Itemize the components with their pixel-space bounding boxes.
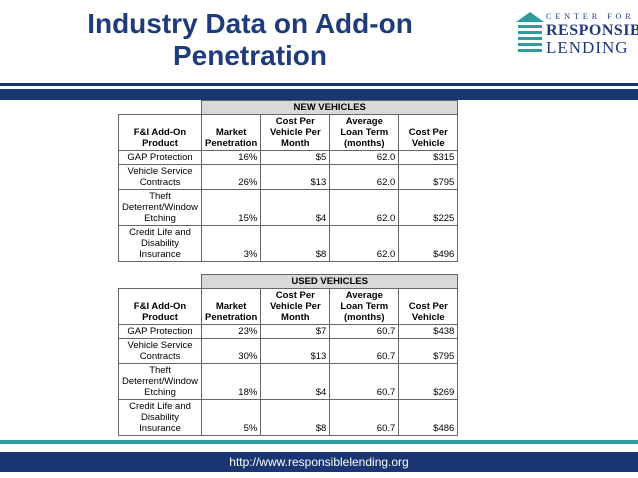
penetration-cell: 18% (201, 363, 262, 400)
term-cell: 60.7 (329, 338, 400, 364)
footer-band (0, 452, 638, 472)
penetration-cell: 26% (201, 164, 262, 190)
logo-line-3: LENDING (546, 38, 629, 57)
title-line-2: Penetration (172, 40, 328, 71)
cost-vehicle-cell: $438 (398, 324, 459, 339)
term-cell: 60.7 (329, 324, 400, 339)
cost-month-cell: $13 (260, 164, 331, 190)
term-cell: 62.0 (329, 150, 400, 165)
column-header: Market Penetration (201, 114, 262, 151)
table-row: Vehicle Service Contracts 26% $13 62.0 $… (117, 164, 459, 190)
cost-month-cell: $8 (260, 225, 331, 262)
penetration-cell: 3% (201, 225, 262, 262)
penetration-cell: 16% (201, 150, 262, 165)
header-rule-thick (0, 89, 638, 100)
footer-rule-teal (0, 440, 638, 444)
column-header: F&I Add-On Product (117, 114, 203, 151)
column-header: Cost Per Vehicle (398, 114, 459, 151)
column-header: Cost Per Vehicle Per Month (260, 114, 331, 151)
product-cell: GAP Protection (117, 324, 203, 339)
table-row: GAP Protection 23% $7 60.7 $438 (117, 324, 459, 339)
column-header: Cost Per Vehicle Per Month (260, 288, 331, 325)
column-header: Market Penetration (201, 288, 262, 325)
cost-vehicle-cell: $269 (398, 363, 459, 400)
penetration-cell: 15% (201, 189, 262, 226)
penetration-cell: 30% (201, 338, 262, 364)
footer-url[interactable]: http://www.responsiblelending.org (229, 455, 409, 469)
column-header: F&I Add-On Product (117, 288, 203, 325)
table-row: Theft Deterrent/Window Etching 18% $4 60… (117, 363, 459, 400)
cost-month-cell: $13 (260, 338, 331, 364)
slide-title: Industry Data on Add-on Penetration (60, 8, 440, 72)
cost-month-cell: $8 (260, 399, 331, 436)
column-header: Cost Per Vehicle (398, 288, 459, 325)
cost-month-cell: $5 (260, 150, 331, 165)
cost-vehicle-cell: $496 (398, 225, 459, 262)
section-header: USED VEHICLES (201, 274, 459, 289)
cost-month-cell: $4 (260, 189, 331, 226)
logo-line-1: CENTER FOR (546, 12, 635, 21)
product-cell: Vehicle Service Contracts (117, 164, 203, 190)
product-cell: Credit Life and Disability Insurance (117, 399, 203, 436)
cost-vehicle-cell: $225 (398, 189, 459, 226)
header-rule-thin (0, 83, 638, 86)
cost-vehicle-cell: $795 (398, 164, 459, 190)
column-header: Average Loan Term (months) (329, 114, 400, 151)
cost-vehicle-cell: $486 (398, 399, 459, 436)
used-vehicles-table: USED VEHICLES F&I Add-On Product Market … (117, 274, 459, 436)
product-cell: Vehicle Service Contracts (117, 338, 203, 364)
table-row: Theft Deterrent/Window Etching 15% $4 62… (117, 189, 459, 226)
cost-vehicle-cell: $795 (398, 338, 459, 364)
cost-month-cell: $4 (260, 363, 331, 400)
cost-month-cell: $7 (260, 324, 331, 339)
term-cell: 62.0 (329, 189, 400, 226)
title-line-1: Industry Data on Add-on (87, 8, 413, 39)
section-header: NEW VEHICLES (201, 100, 459, 115)
term-cell: 62.0 (329, 225, 400, 262)
product-cell: GAP Protection (117, 150, 203, 165)
blank-corner (119, 275, 202, 289)
column-header: Average Loan Term (months) (329, 288, 400, 325)
penetration-cell: 23% (201, 324, 262, 339)
table-row: GAP Protection 16% $5 62.0 $315 (117, 150, 459, 165)
term-cell: 60.7 (329, 399, 400, 436)
term-cell: 62.0 (329, 164, 400, 190)
product-cell: Theft Deterrent/Window Etching (117, 189, 203, 226)
table-row: Vehicle Service Contracts 30% $13 60.7 $… (117, 338, 459, 364)
cost-vehicle-cell: $315 (398, 150, 459, 165)
table-row: Credit Life and Disability Insurance 3% … (117, 225, 459, 262)
new-vehicles-table: NEW VEHICLES F&I Add-On Product Market P… (117, 100, 459, 262)
penetration-cell: 5% (201, 399, 262, 436)
product-cell: Credit Life and Disability Insurance (117, 225, 203, 262)
product-cell: Theft Deterrent/Window Etching (117, 363, 203, 400)
table-row: Credit Life and Disability Insurance 5% … (117, 399, 459, 436)
term-cell: 60.7 (329, 363, 400, 400)
building-columns-icon (516, 12, 544, 52)
blank-corner (119, 101, 202, 115)
